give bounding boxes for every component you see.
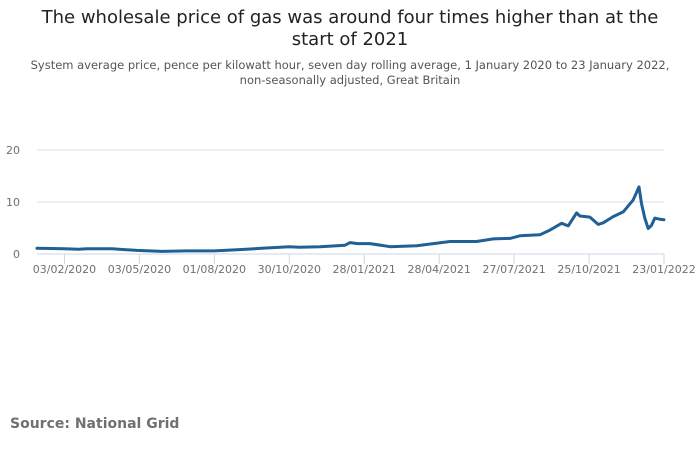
chart-subtitle: System average price, pence per kilowatt… (30, 58, 670, 87)
y-tick-label: 0 (13, 248, 20, 261)
chart-title: The wholesale price of gas was around fo… (41, 7, 659, 50)
x-tick-label: 03/02/2020 (33, 263, 96, 276)
x-tick-label: 30/10/2020 (258, 263, 321, 276)
y-tick-label: 10 (6, 196, 20, 209)
x-tick-label: 23/01/2022 (632, 263, 695, 276)
x-tick-label: 25/10/2021 (557, 263, 620, 276)
y-tick-label: 20 (6, 144, 20, 157)
source-note: Source: National Grid (10, 416, 180, 432)
x-tick-label: 01/08/2020 (183, 263, 246, 276)
x-tick-label: 03/05/2020 (108, 263, 171, 276)
x-tick-label: 28/04/2021 (407, 263, 470, 276)
x-tick-label: 28/01/2021 (333, 263, 396, 276)
x-tick-label: 27/07/2021 (482, 263, 545, 276)
series-line (35, 185, 666, 253)
